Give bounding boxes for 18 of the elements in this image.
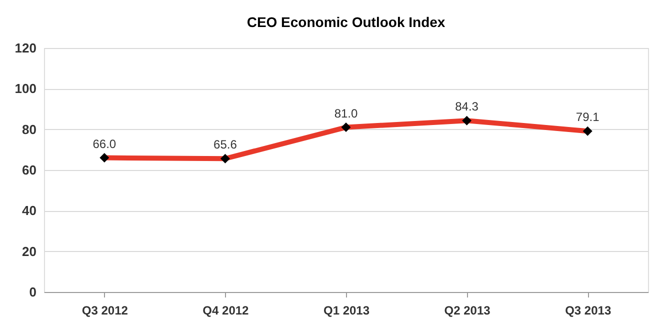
chart-title: CEO Economic Outlook Index (246, 14, 446, 30)
y-tick-label: 0 (29, 284, 36, 300)
y-tick-label: 40 (22, 203, 36, 218)
x-tick-label: Q2 2013 (444, 304, 491, 318)
data-label: 65.6 (214, 138, 238, 152)
data-label: 79.1 (576, 110, 600, 124)
x-tick-label: Q1 2013 (323, 304, 370, 318)
x-tick-label: Q4 2012 (202, 304, 250, 318)
y-tick-label: 60 (22, 162, 36, 178)
data-label: 81.0 (334, 106, 358, 120)
data-label: 66.0 (92, 136, 116, 151)
y-tick-label: 20 (22, 244, 36, 259)
x-tick-label: Q3 2013 (565, 304, 612, 318)
data-label: 84.3 (455, 100, 479, 114)
y-tick-label: 120 (14, 40, 36, 56)
y-tick-label: 80 (22, 122, 36, 137)
y-tick-label: 100 (14, 81, 36, 96)
x-tick-label: Q3 2012 (82, 304, 128, 318)
